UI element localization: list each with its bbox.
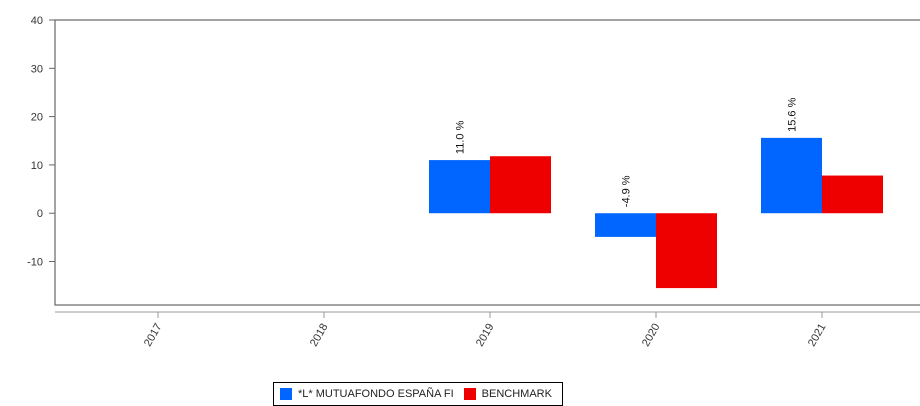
- bar-chart: 40 30 20 10 0 -10 2017 2018 2019 2020 2021 11.0 % -4…: [27, 15, 920, 349]
- y-tick-label-10: 10: [31, 160, 43, 172]
- bar-fund-2021: [761, 137, 822, 214]
- x-tick-label-2020: 2020: [640, 322, 663, 349]
- legend-item-fund: *L* MUTUAFONDO ESPAÑA FI: [280, 388, 454, 400]
- x-tick-label-2021: 2021: [806, 322, 829, 349]
- legend-swatch-fund: [280, 388, 292, 400]
- y-tick-label-40: 40: [31, 15, 43, 27]
- data-label-2019: 11.0 %: [455, 120, 467, 154]
- legend-label-benchmark: BENCHMARK: [481, 388, 552, 400]
- y-tick-label-30: 30: [31, 63, 43, 75]
- x-tick-label-2019: 2019: [474, 322, 497, 349]
- bar-fund-2019: [429, 160, 490, 214]
- bar-benchmark-2020: [656, 213, 717, 289]
- y-tick-label-0: 0: [37, 208, 43, 220]
- plot-frame: [54, 19, 920, 306]
- legend-label-fund: *L* MUTUAFONDO ESPAÑA FI: [298, 388, 454, 400]
- data-label-2021: 15.6 %: [787, 97, 799, 131]
- bar-benchmark-2021: [822, 175, 883, 214]
- y-tick-label--10: -10: [27, 257, 43, 269]
- data-label-2020: -4.9 %: [621, 175, 633, 207]
- legend-swatch-benchmark: [463, 388, 476, 400]
- bar-benchmark-2019: [490, 156, 551, 214]
- bar-fund-2020: [595, 213, 656, 237]
- legend-item-benchmark: BENCHMARK: [463, 388, 552, 400]
- x-tick-label-2018: 2018: [308, 322, 331, 349]
- legend: *L* MUTUAFONDO ESPAÑA FI BENCHMARK: [273, 382, 563, 406]
- x-tick-label-2017: 2017: [142, 322, 165, 349]
- y-tick-label-20: 20: [31, 112, 43, 124]
